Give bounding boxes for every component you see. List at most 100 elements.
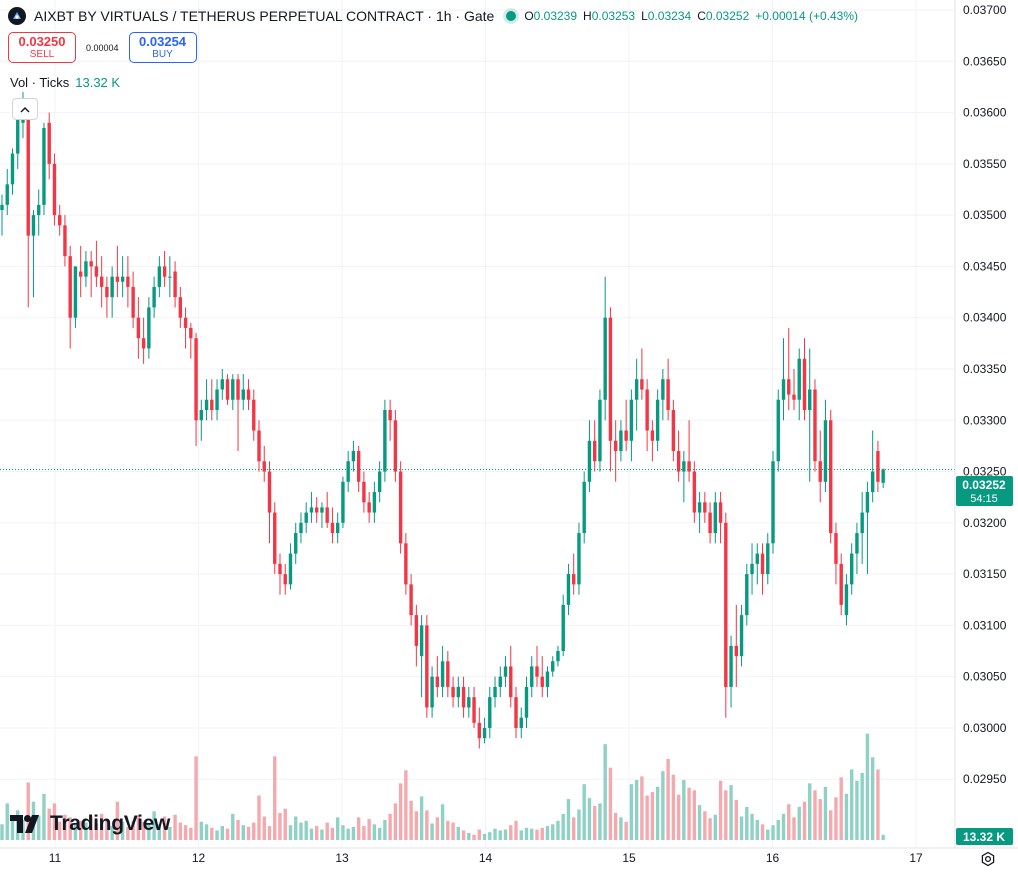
candle-body (860, 512, 864, 534)
candle-body (750, 563, 754, 575)
candle (823, 399, 828, 493)
price-axis[interactable]: 0.03700 0.03650 0.03600 0.03550 0.03500 0.034… (963, 3, 1007, 786)
time-axis[interactable]: 11 12 13 14 15 16 17 (49, 851, 923, 865)
buy-button[interactable]: 0.03254 BUY (128, 32, 197, 63)
candle-body (299, 522, 303, 534)
volume-bar (482, 833, 487, 840)
candle-body (110, 276, 114, 298)
candle (540, 656, 544, 698)
candle (377, 461, 382, 503)
volume-bar (0, 824, 4, 840)
candle (315, 497, 319, 523)
candle-body (31, 215, 36, 236)
volume-bar (729, 785, 733, 840)
quick-trade-panel: 0.03250 SELL 0.00004 0.03254 BUY (8, 32, 197, 63)
candle (225, 374, 230, 405)
volume-bar (68, 817, 72, 840)
candle (204, 379, 209, 421)
chart-settings-button[interactable] (978, 849, 998, 869)
volume-bar (708, 818, 712, 840)
volume-legend[interactable]: Vol · Ticks 13.32 K (10, 75, 120, 90)
candle (131, 271, 135, 328)
price-tick-label: 0.03050 (963, 670, 1007, 684)
volume-bar (781, 813, 786, 840)
volume-bar (645, 795, 649, 840)
candle-body (225, 379, 230, 400)
candle-body (120, 276, 125, 282)
candle-body (199, 410, 204, 421)
open-label: O (524, 9, 534, 23)
candle-body (183, 317, 188, 328)
candle (173, 261, 177, 308)
candle (419, 615, 424, 698)
candle (645, 379, 649, 452)
symbol-logo-icon[interactable] (8, 7, 26, 25)
volume-bar (325, 822, 329, 840)
candle-body (398, 471, 403, 544)
candle (288, 543, 293, 590)
collapse-legend-button[interactable] (12, 98, 38, 120)
candle (671, 399, 676, 462)
candle (183, 307, 188, 349)
candle (440, 645, 445, 698)
last-price-label: 0.03252 54:15 (956, 476, 1013, 506)
candle-body (341, 481, 345, 523)
volume-bar (299, 822, 303, 840)
candle-body (178, 297, 183, 318)
chart-legend-header: AIXBT BY VIRTUALS / TETHERUS PERPETUAL C… (8, 6, 858, 26)
candle (818, 430, 822, 503)
candle (231, 374, 235, 410)
candle-body (278, 563, 282, 575)
volume-bar (834, 797, 838, 840)
candle (267, 461, 272, 544)
candle-body (640, 379, 644, 390)
symbol-title[interactable]: AIXBT BY VIRTUALS / TETHERUS PERPETUAL C… (34, 8, 495, 24)
candle-body (141, 338, 146, 349)
candle-body (362, 481, 366, 503)
volume-bar (514, 820, 518, 840)
candle-body (482, 727, 487, 739)
volume-bar (309, 828, 314, 840)
volume-bar (231, 813, 235, 840)
volume-bar (346, 828, 350, 840)
volume-bar (52, 803, 57, 840)
volume-bar (404, 770, 408, 840)
candle (503, 656, 508, 687)
candle (634, 358, 639, 431)
candle (372, 481, 377, 523)
volume-bar (849, 769, 854, 840)
candle (136, 297, 141, 359)
volume-bar (47, 808, 51, 840)
volume-bar (131, 820, 135, 840)
price-tick-label: 0.03700 (963, 3, 1007, 17)
candle-body (10, 153, 15, 185)
volume-bar (246, 826, 251, 840)
volume-bar (89, 816, 93, 840)
volume-bar (876, 769, 880, 840)
candle-body (288, 553, 293, 585)
tradingview-watermark[interactable]: TradingView (10, 812, 170, 836)
volume-bar (414, 811, 419, 840)
volume-bar (162, 816, 167, 840)
candle-body (16, 114, 20, 154)
bar-countdown: 54:15 (970, 493, 998, 505)
candle (398, 461, 403, 554)
volume-bar (561, 813, 565, 840)
candle-body (755, 553, 759, 564)
volume-bar (178, 822, 183, 840)
volume-bar (745, 806, 749, 840)
close-value: 0.03252 (705, 9, 750, 23)
candle (5, 168, 9, 216)
price-tick-label: 0.03200 (963, 516, 1007, 530)
candle-body (241, 389, 245, 400)
candle (304, 502, 308, 534)
volume-bar (556, 820, 560, 840)
volume-bar (587, 798, 592, 840)
volume-legend-label: Vol · Ticks (10, 75, 70, 90)
volume-bar (425, 810, 429, 840)
sell-button[interactable]: 0.03250 SELL (8, 32, 76, 63)
market-open-indicator (506, 11, 517, 21)
candle (870, 430, 875, 503)
candle (577, 522, 581, 595)
